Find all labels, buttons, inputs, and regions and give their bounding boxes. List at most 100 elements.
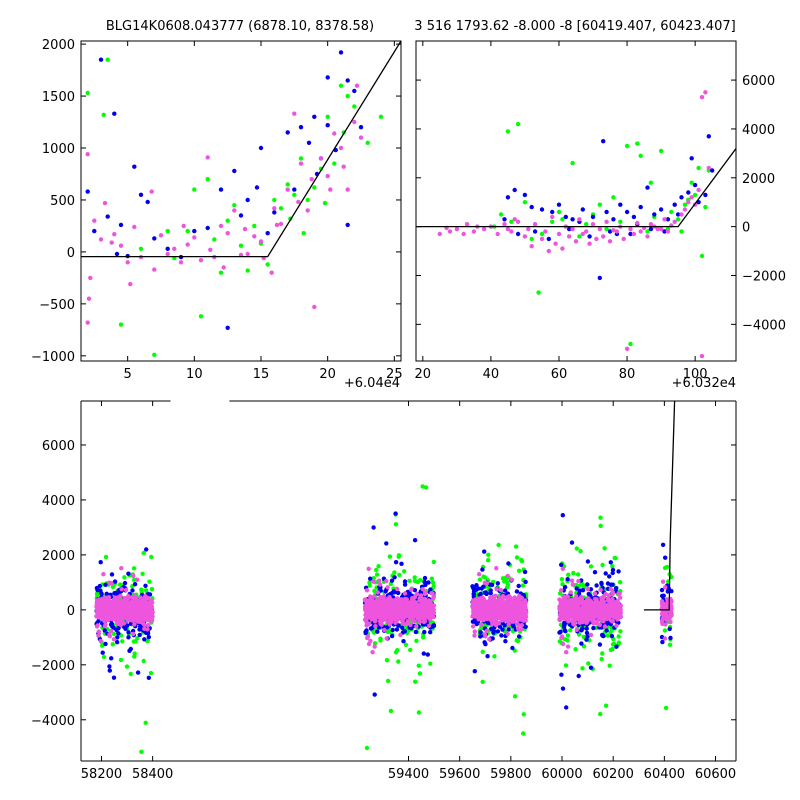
data-point-magenta	[376, 578, 382, 583]
data-point-magenta	[416, 615, 421, 621]
data-point-blue	[130, 588, 135, 593]
data-point-magenta	[149, 189, 154, 194]
data-point-blue	[480, 567, 485, 572]
data-point-blue	[478, 634, 483, 639]
data-point-green	[431, 559, 436, 565]
data-point-magenta	[364, 619, 369, 624]
data-point-blue	[352, 88, 357, 94]
model-line	[416, 148, 736, 228]
data-point-magenta	[413, 600, 418, 605]
data-point-green	[225, 218, 230, 223]
data-point-magenta	[598, 587, 603, 592]
data-point-green	[423, 485, 429, 490]
data-point-magenta	[368, 638, 373, 644]
data-point-green	[605, 633, 610, 638]
data-point-green	[430, 580, 436, 585]
data-point-blue	[660, 593, 665, 599]
data-point-blue	[603, 571, 608, 576]
y-tick-label: −4000	[742, 318, 786, 333]
data-point-blue	[601, 139, 606, 144]
data-point-magenta	[426, 623, 432, 628]
data-point-green	[512, 694, 518, 699]
data-point-green	[635, 141, 640, 146]
panel-top-right: 3 516 1793.62 -8.000 -8 [60419.407, 6042…	[414, 19, 786, 391]
data-point-green	[325, 114, 330, 120]
data-point-green	[392, 570, 397, 575]
data-point-magenta	[325, 173, 330, 179]
data-point-magenta	[414, 591, 420, 597]
data-point-blue	[502, 217, 507, 222]
data-point-blue	[559, 562, 564, 567]
data-point-green	[372, 588, 377, 594]
data-point-blue	[109, 656, 114, 661]
data-point-blue	[470, 584, 475, 589]
data-point-magenta	[205, 155, 210, 160]
data-point-green	[556, 209, 562, 215]
data-point-blue	[529, 204, 534, 210]
data-point-magenta	[363, 598, 369, 604]
data-point-magenta	[553, 241, 558, 246]
data-point-magenta	[519, 623, 524, 628]
data-point-magenta	[424, 613, 429, 619]
data-point-magenta	[516, 601, 521, 606]
data-point-blue	[258, 145, 264, 151]
data-point-green	[285, 182, 290, 187]
data-point-magenta	[305, 208, 310, 213]
data-point-blue	[285, 130, 290, 135]
data-point-magenta	[96, 633, 101, 638]
data-point-green	[141, 658, 146, 664]
data-point-magenta	[135, 611, 141, 616]
x-tick-label: 20	[415, 367, 432, 382]
data-point-green	[384, 658, 390, 663]
data-point-blue	[126, 630, 131, 635]
data-point-magenta	[610, 590, 616, 595]
data-point-magenta	[628, 226, 633, 232]
y-tick-label: 2000	[42, 549, 75, 564]
data-point-blue	[409, 626, 414, 631]
data-point-green	[703, 204, 708, 210]
data-point-magenta	[371, 579, 376, 584]
data-point-magenta	[406, 606, 411, 611]
data-point-green	[607, 663, 612, 668]
data-point-magenta	[429, 613, 434, 618]
data-point-magenta	[385, 585, 390, 590]
data-point-blue	[499, 633, 504, 638]
x-tick-label: 40	[483, 367, 500, 382]
data-point-magenta	[496, 606, 502, 612]
data-point-green	[509, 219, 514, 224]
y-tick-label: 1500	[42, 90, 75, 105]
x-tick-label: 60000	[541, 767, 582, 782]
data-point-green	[486, 552, 491, 557]
data-point-green	[599, 656, 604, 662]
data-point-magenta	[672, 219, 677, 224]
data-point-magenta	[409, 614, 415, 619]
data-point-blue	[393, 560, 399, 565]
data-point-blue	[142, 637, 147, 642]
data-point-magenta	[664, 617, 669, 623]
data-point-blue	[394, 627, 400, 632]
data-point-blue	[402, 579, 408, 584]
data-point-magenta	[493, 622, 499, 628]
data-point-blue	[495, 629, 501, 634]
data-point-green	[416, 663, 421, 668]
data-point-magenta	[165, 251, 170, 257]
data-point-magenta	[529, 244, 534, 249]
data-point-blue	[604, 209, 609, 215]
data-point-magenta	[377, 582, 383, 587]
data-point-magenta	[494, 566, 499, 571]
data-point-magenta	[392, 609, 397, 614]
data-point-magenta	[580, 615, 585, 621]
data-point-magenta	[663, 612, 668, 617]
data-point-magenta	[104, 612, 110, 617]
data-point-green	[428, 661, 433, 666]
data-point-blue	[390, 590, 396, 595]
data-point-green	[393, 522, 399, 527]
data-point-blue	[232, 168, 237, 174]
data-point-blue	[614, 644, 619, 649]
data-point-blue	[152, 236, 157, 241]
data-point-magenta	[131, 631, 136, 637]
data-point-blue	[631, 214, 637, 220]
data-point-blue	[192, 228, 197, 234]
data-point-blue	[563, 214, 568, 220]
